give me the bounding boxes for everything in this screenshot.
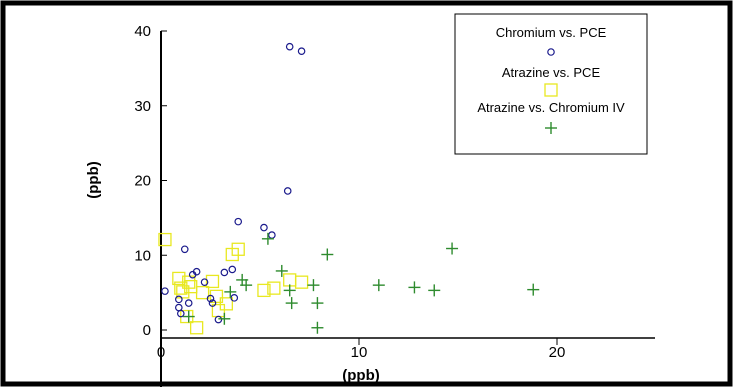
plus-point bbox=[224, 285, 237, 298]
x-axis-title: (ppb) bbox=[342, 367, 379, 384]
plus-point bbox=[372, 279, 385, 292]
circle-point bbox=[220, 268, 229, 277]
square-point bbox=[294, 275, 309, 289]
square-point bbox=[267, 281, 281, 295]
plus-point bbox=[285, 297, 298, 310]
y-tick-label: 40 bbox=[134, 23, 151, 40]
square-point bbox=[283, 273, 297, 287]
circle-point bbox=[234, 217, 243, 226]
circle-point bbox=[161, 287, 169, 295]
legend: Chromium vs. PCE Atrazine vs. PCE Atrazine… bbox=[454, 13, 648, 155]
square-point bbox=[158, 232, 172, 247]
circle-point bbox=[175, 295, 183, 304]
plus-point bbox=[311, 321, 324, 334]
circle-point bbox=[180, 245, 189, 254]
square-point bbox=[209, 289, 224, 304]
plus-point bbox=[527, 283, 540, 296]
plus-point bbox=[408, 281, 421, 294]
circle-point bbox=[260, 223, 268, 232]
plus-point bbox=[275, 264, 288, 277]
square-point bbox=[219, 297, 233, 311]
plus-point bbox=[446, 242, 459, 255]
square-point bbox=[205, 274, 220, 289]
legend-square-marker bbox=[544, 83, 558, 97]
data-marks bbox=[158, 42, 540, 335]
circle-point bbox=[230, 294, 239, 302]
circle-point bbox=[206, 294, 215, 303]
square-point bbox=[172, 271, 186, 286]
plus-point bbox=[283, 284, 296, 297]
plus-point bbox=[182, 310, 195, 323]
circle-point bbox=[285, 42, 294, 51]
legend-circle-marker bbox=[547, 48, 555, 56]
x-tick-label: 10 bbox=[351, 344, 368, 361]
square-point bbox=[195, 285, 210, 300]
plus-point bbox=[321, 248, 334, 261]
plus-point bbox=[240, 279, 253, 292]
y-axis-title: (ppb) bbox=[85, 161, 102, 198]
square-point bbox=[257, 283, 271, 298]
circle-point bbox=[268, 231, 276, 239]
plus-point bbox=[311, 297, 324, 310]
circle-point bbox=[177, 309, 185, 318]
circle-point bbox=[214, 315, 223, 324]
plus-point bbox=[307, 279, 320, 292]
x-tick-label: 0 bbox=[157, 344, 165, 361]
legend-plus-marker bbox=[545, 122, 557, 134]
legend-label: Atrazine vs. Chromium IV bbox=[477, 100, 625, 115]
y-tick-label: 10 bbox=[134, 247, 151, 264]
circle-point bbox=[184, 299, 193, 307]
circle-point bbox=[192, 267, 201, 276]
circle-point bbox=[200, 278, 209, 286]
square-point bbox=[189, 321, 204, 335]
circle-point bbox=[297, 47, 306, 55]
square-point bbox=[231, 242, 245, 256]
plus-point bbox=[261, 232, 274, 245]
square-point bbox=[182, 275, 196, 289]
axis-ticks: 0 10 20 30 40 0 10 20 bbox=[134, 23, 565, 361]
y-tick-label: 30 bbox=[134, 98, 151, 115]
circle-point bbox=[228, 265, 237, 274]
circle-point bbox=[283, 187, 292, 195]
legend-label: Atrazine vs. PCE bbox=[502, 65, 601, 80]
circle-point bbox=[208, 299, 217, 307]
y-tick-label: 20 bbox=[134, 173, 151, 190]
y-tick-label: 0 bbox=[143, 322, 151, 339]
legend-label: Chromium vs. PCE bbox=[496, 25, 607, 40]
x-tick-label: 20 bbox=[549, 344, 566, 361]
plus-point bbox=[218, 312, 231, 325]
plus-point bbox=[428, 284, 441, 297]
